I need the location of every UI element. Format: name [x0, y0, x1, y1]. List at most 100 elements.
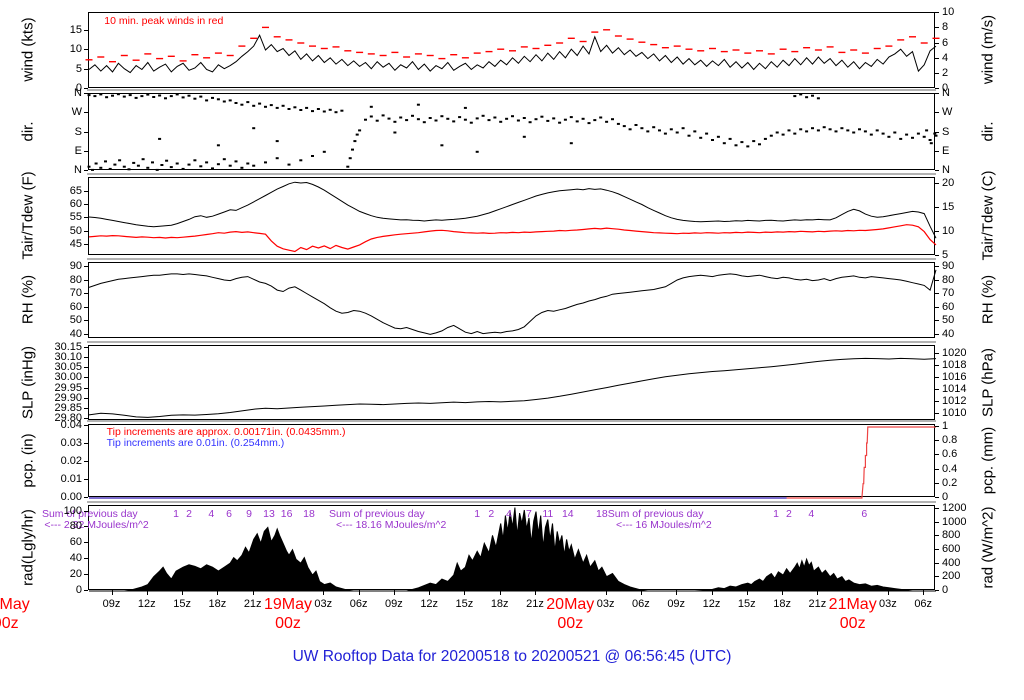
wind-direction-point — [422, 121, 426, 124]
wind-direction-point — [264, 161, 267, 164]
y-tick-label: W — [71, 106, 82, 119]
x-tick-mark — [393, 590, 395, 595]
wind-direction-point — [122, 95, 126, 98]
x-tick-mark — [499, 590, 501, 595]
wind-direction-point — [558, 121, 562, 124]
wind-direction-point — [481, 114, 485, 117]
wind-direction-point — [364, 118, 367, 121]
y-tick-label: 50 — [69, 224, 82, 237]
wind-direction-point — [348, 157, 352, 160]
wind-direction-point — [122, 165, 126, 168]
wind-direction-point — [858, 128, 861, 131]
y-tick-label: 20 — [69, 568, 82, 581]
y-tick-label: 30.05 — [54, 361, 82, 374]
y-tick-mark — [84, 510, 88, 512]
x-tick-label: 21z — [526, 598, 544, 610]
x-tick-label: 15z — [737, 598, 756, 610]
y-tick-label: 30.10 — [54, 351, 82, 364]
y-tick-mark — [84, 293, 88, 295]
wind-direction-point — [405, 119, 409, 122]
y-tick-label: 0.02 — [60, 455, 82, 467]
wind-direction-point — [299, 109, 303, 111]
y-tick-mark — [84, 93, 88, 94]
y-tick-mark — [84, 243, 88, 245]
wind-direction-point — [127, 168, 131, 171]
y-tick-mark — [84, 320, 88, 322]
y-tick-mark — [935, 590, 939, 591]
wind-direction-point — [228, 99, 232, 102]
x-tick-label: 06z — [349, 598, 368, 610]
wind-direction-point — [922, 135, 926, 138]
y-tick-label: 1018 — [942, 359, 967, 372]
wind-direction-point — [505, 117, 509, 120]
wind-direction-point — [681, 127, 685, 130]
wind-direction-point — [828, 128, 832, 131]
wind-direction-point — [563, 118, 567, 121]
wind-direction-point — [151, 161, 154, 164]
wind-direction-point — [611, 118, 614, 121]
y-tick-label: E — [74, 144, 82, 157]
wind-direction-point — [155, 168, 159, 171]
y-tick-mark — [84, 497, 88, 498]
wind-direction-point — [193, 97, 197, 100]
x-tick-mark — [923, 590, 925, 595]
x-tick-mark — [887, 590, 889, 595]
wind-direction-point — [711, 139, 714, 141]
y-tick-label: 6 — [942, 36, 949, 49]
wind-direction-point — [552, 117, 556, 120]
wind-direction-point — [293, 106, 297, 109]
wind-direction-point — [160, 164, 164, 166]
annotation: 4 — [208, 508, 215, 520]
wind-direction-point — [569, 116, 573, 119]
annotation: 2 — [488, 508, 495, 520]
wind-direction-point — [105, 96, 109, 99]
y-tick-mark — [84, 542, 88, 544]
wind-direction-point — [881, 132, 885, 135]
wind-direction-point — [487, 119, 491, 122]
x-tick-mark — [782, 590, 784, 595]
wind-direction-point — [275, 157, 279, 160]
x-tick-mark — [676, 590, 678, 595]
wind-direction-point — [113, 163, 117, 166]
annotation: 13 — [263, 508, 275, 520]
wind-direction-point — [136, 164, 140, 167]
wind-direction-point — [863, 130, 867, 133]
wind-direction-point — [246, 162, 250, 165]
wind-direction-point — [205, 99, 209, 102]
wind-direction-point — [152, 96, 156, 98]
wind-direction-point — [693, 130, 697, 133]
y-tick-label: 70 — [69, 287, 82, 300]
x-tick-label: 18z — [208, 598, 227, 610]
wind-direction-point — [569, 142, 573, 145]
y-tick-label: 1016 — [942, 371, 967, 383]
panel-rad: Sum of previous day <--- 2.32 MJoules/m^2… — [42, 505, 936, 592]
wind-direction-point — [104, 160, 107, 163]
y-tick-label: 2 — [942, 66, 949, 79]
panel-separator — [87, 258, 936, 260]
tair-line — [88, 181, 937, 239]
y-tick-label: 1012 — [942, 394, 967, 407]
wind-direction-point — [311, 110, 314, 113]
wind-direction-point — [141, 158, 145, 161]
y-tick-label: 70 — [942, 287, 955, 300]
y-tick-mark — [935, 170, 939, 171]
annotation: 7 — [526, 508, 532, 520]
solar-radiation-area — [89, 507, 936, 592]
x-tick-mark — [146, 590, 148, 595]
wind-direction-point — [393, 131, 397, 134]
y-tick-label: 40 — [942, 327, 955, 340]
y-tick-mark — [935, 497, 939, 498]
y-tick-label: 4 — [942, 51, 949, 64]
wind-direction-point — [275, 106, 279, 109]
wind-direction-point — [216, 144, 220, 147]
y-tick-mark — [84, 150, 88, 152]
wind-direction-point — [622, 125, 626, 128]
annotation: 1 — [474, 508, 481, 520]
wind-direction-point — [463, 118, 467, 121]
wind-direction-point — [132, 161, 136, 164]
wind-direction-point — [746, 145, 750, 148]
wind-direction-point — [758, 143, 761, 146]
wind-direction-point — [905, 133, 909, 136]
y-tick-mark — [935, 150, 939, 152]
tair-tdew-canvas — [88, 181, 937, 253]
